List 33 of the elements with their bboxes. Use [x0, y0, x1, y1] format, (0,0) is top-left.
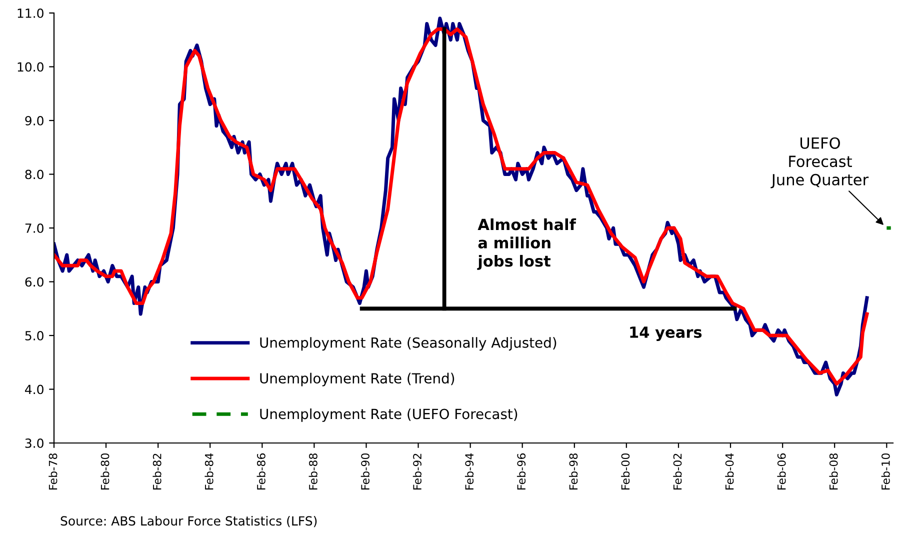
y-tick-label: 8.0 — [25, 170, 44, 180]
x-tick-label: Feb-02 — [673, 454, 682, 490]
y-tick-label: 9.0 — [25, 116, 44, 126]
legend-label: Unemployment Rate (UEFO Forecast) — [260, 408, 518, 422]
y-tick-label: 4.0 — [25, 384, 44, 394]
y-tick-label: 10.0 — [18, 62, 44, 72]
legend-label: Unemployment Rate (Seasonally Adjusted) — [260, 337, 556, 351]
x-tick-label: Feb-00 — [621, 453, 630, 490]
y-tick-label: 7.0 — [25, 223, 44, 233]
x-tick-label: Feb-10 — [881, 453, 890, 490]
x-tick-label: Feb-84 — [204, 453, 214, 490]
x-tick-label: Feb-86 — [256, 453, 266, 490]
legend-label: Unemployment Rate (Trend) — [260, 372, 454, 386]
x-tick-label: Feb-78 — [48, 453, 58, 490]
x-tick-label: Feb-92 — [412, 454, 422, 490]
x-tick-label: Feb-04 — [725, 453, 734, 490]
source-note: Source: ABS Labour Force Statistics (LFS) — [60, 516, 317, 528]
x-tick-label: Feb-08 — [829, 453, 838, 490]
x-tick-label: Feb-94 — [464, 453, 474, 490]
x-tick-label: Feb-80 — [100, 453, 110, 490]
annotation: 14 years — [630, 326, 702, 342]
x-tick-label: Feb-82 — [152, 454, 162, 490]
annotation: UEFO Forecast June Quarter — [770, 137, 869, 188]
y-tick-label: 11.0 — [18, 8, 44, 18]
x-tick-label: Feb-90 — [360, 453, 370, 490]
x-tick-label: Feb-98 — [569, 453, 578, 490]
annotation: Almost half a million jobs lost — [477, 218, 576, 270]
y-tick-label: 5.0 — [25, 330, 44, 340]
x-tick-label: Feb-06 — [777, 453, 786, 490]
y-tick-label: 3.0 — [25, 438, 44, 448]
x-tick-label: Feb-96 — [516, 453, 526, 490]
x-tick-label: Feb-88 — [308, 453, 318, 490]
y-tick-label: 6.0 — [25, 277, 44, 287]
